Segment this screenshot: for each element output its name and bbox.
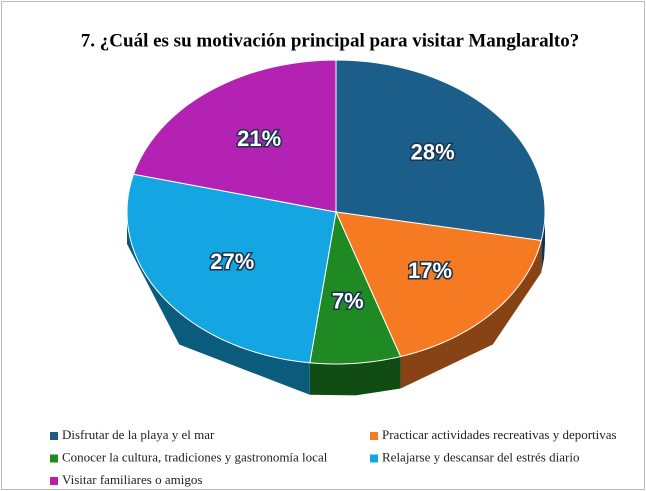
legend-swatch — [50, 454, 58, 463]
pie-slice — [126, 173, 337, 364]
chart-title: 7. ¿Cuál es su motivación principal para… — [81, 30, 579, 51]
data-label: 17% — [408, 258, 452, 283]
legend-label: Practicar actividades recreativas y depo… — [382, 427, 617, 442]
pie-slice — [132, 59, 337, 213]
data-label: 28% — [411, 140, 455, 165]
legend-label: Disfrutar de la playa y el mar — [62, 427, 215, 442]
data-label: 7% — [332, 289, 364, 314]
pie-slice — [335, 59, 546, 242]
legend-label: Relajarse y descansar del estrés diario — [382, 449, 579, 464]
pie-slice-side — [400, 240, 542, 389]
data-label: 27% — [210, 249, 254, 274]
pie-slice — [335, 211, 542, 358]
legend-label: Visitar familiares o amigos — [62, 472, 202, 487]
pie-slice-side — [127, 212, 310, 395]
legend-swatch — [370, 454, 378, 463]
legend-label: Conocer la cultura, tradiciones y gastro… — [62, 449, 328, 464]
legend-swatch — [50, 432, 58, 440]
legend-swatch — [50, 477, 58, 485]
pie-slice — [309, 210, 402, 365]
legend-swatch — [370, 432, 378, 440]
pie-slice-side — [309, 356, 401, 396]
data-label: 21% — [237, 126, 281, 151]
